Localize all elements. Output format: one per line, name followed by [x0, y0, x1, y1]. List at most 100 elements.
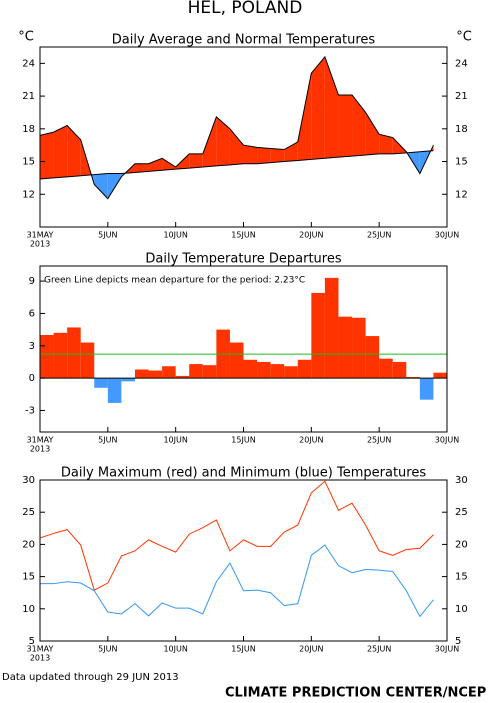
departure-fill — [270, 148, 285, 163]
normal-line — [39, 150, 434, 180]
x-tick-label: 10JUN — [163, 436, 187, 445]
x-tick-label: 5JUN — [98, 645, 117, 654]
departure-fill — [229, 128, 244, 165]
y-tick-label-right: 25 — [455, 507, 468, 518]
y-tick-label-right: 15 — [455, 157, 468, 168]
departure-fill — [134, 163, 149, 173]
bar — [229, 342, 244, 379]
page-title: HEL, POLAND — [188, 0, 303, 18]
bar — [202, 365, 217, 379]
departure-fill — [365, 112, 380, 155]
departure-fill — [324, 56, 339, 159]
bar — [352, 317, 366, 379]
x-tick-label: 20JUN — [299, 436, 323, 445]
chart-title: Daily Average and Normal Temperatures — [112, 33, 376, 48]
x-tick-label: 15JUN — [231, 645, 255, 654]
bar — [379, 358, 393, 379]
x-tick-label: 30JUN — [435, 231, 459, 240]
x-tick-label: 31MAY — [27, 231, 54, 240]
y-tick-label: 0 — [29, 373, 35, 384]
x-tick-label: 30JUN — [435, 436, 459, 445]
series-line — [39, 480, 434, 591]
chart-title: Daily Maximum (red) and Minimum (blue) T… — [61, 466, 426, 481]
departure-fill — [352, 95, 366, 157]
y-tick-label: 25 — [22, 507, 35, 518]
departure-fill — [148, 158, 163, 172]
bar — [175, 375, 190, 379]
y-tick-label-right: 10 — [455, 604, 468, 615]
y-tick-label: 12 — [22, 189, 35, 200]
departure-fill — [67, 125, 81, 177]
bar — [324, 277, 339, 379]
x-tick-label: 5JUN — [98, 231, 117, 240]
bar — [94, 378, 108, 388]
y-unit: °C — [18, 30, 34, 45]
x-tick-label: 15JUN — [231, 436, 255, 445]
bar — [121, 378, 135, 382]
departure-fill — [189, 153, 203, 169]
annotation: Green Line depicts mean departure for th… — [44, 276, 305, 286]
y-tick-label: 18 — [22, 124, 35, 135]
update-note: Data updated through 29 JUN 2013 — [2, 672, 179, 683]
x-tick-sublabel: 2013 — [30, 654, 50, 663]
series-line — [40, 544, 434, 618]
departure-fill — [243, 145, 258, 164]
x-tick-label: 10JUN — [163, 231, 187, 240]
bar — [243, 359, 258, 379]
y-tick-label-right: 24 — [455, 58, 468, 69]
y-tick-label: 9 — [29, 276, 35, 287]
departure-fill — [257, 147, 271, 164]
y-tick-label: -3 — [25, 405, 35, 416]
bar — [80, 342, 95, 379]
y-tick-label: 20 — [22, 539, 35, 550]
bar — [134, 369, 149, 379]
chart-title: Daily Temperature Departures — [145, 252, 341, 267]
bar — [67, 327, 81, 379]
x-tick-label: 31MAY — [27, 645, 54, 654]
x-tick-label: 25JUN — [367, 436, 391, 445]
y-tick-label-right: 15 — [455, 572, 468, 583]
bar — [433, 372, 447, 379]
departure-fill — [216, 116, 230, 166]
bar — [189, 364, 203, 379]
credit: CLIMATE PREDICTION CENTER/NCEP — [225, 686, 486, 701]
departure-fill — [297, 73, 312, 161]
average-line — [39, 55, 434, 200]
bar — [148, 370, 163, 379]
bar — [270, 364, 285, 379]
bar — [419, 378, 434, 400]
y-tick-label: 10 — [22, 604, 35, 615]
x-tick-label: 20JUN — [299, 231, 323, 240]
x-tick-label: 31MAY — [27, 436, 54, 445]
x-tick-label: 10JUN — [163, 645, 187, 654]
y-tick-label: 24 — [22, 58, 35, 69]
departure-fill — [379, 134, 393, 154]
y-tick-label: 5 — [29, 636, 35, 647]
y-tick-label: 21 — [22, 91, 35, 102]
plot-frame — [39, 479, 448, 642]
bar — [365, 336, 380, 379]
x-tick-sublabel: 2013 — [30, 240, 50, 249]
y-tick-label: 15 — [22, 572, 35, 583]
x-tick-sublabel: 2013 — [30, 445, 50, 454]
bar — [257, 361, 271, 379]
y-tick-label-right: 12 — [455, 189, 468, 200]
departure-fill — [162, 158, 176, 171]
x-tick-label: 30JUN — [435, 645, 459, 654]
departure-fill — [53, 125, 68, 178]
bar — [107, 378, 122, 403]
bar — [406, 377, 420, 379]
x-tick-label: 25JUN — [367, 645, 391, 654]
x-tick-label: 5JUN — [98, 436, 117, 445]
y-tick-label-right: 5 — [455, 636, 461, 647]
bar — [162, 366, 176, 379]
departure-fill — [311, 56, 325, 160]
y-tick-label: 3 — [29, 341, 35, 352]
bar — [338, 316, 353, 379]
y-tick-label-right: 21 — [455, 91, 468, 102]
departure-fill — [202, 116, 217, 167]
bar — [311, 292, 325, 379]
bar — [53, 332, 68, 379]
departure-fill — [40, 132, 54, 179]
bar — [392, 361, 407, 379]
